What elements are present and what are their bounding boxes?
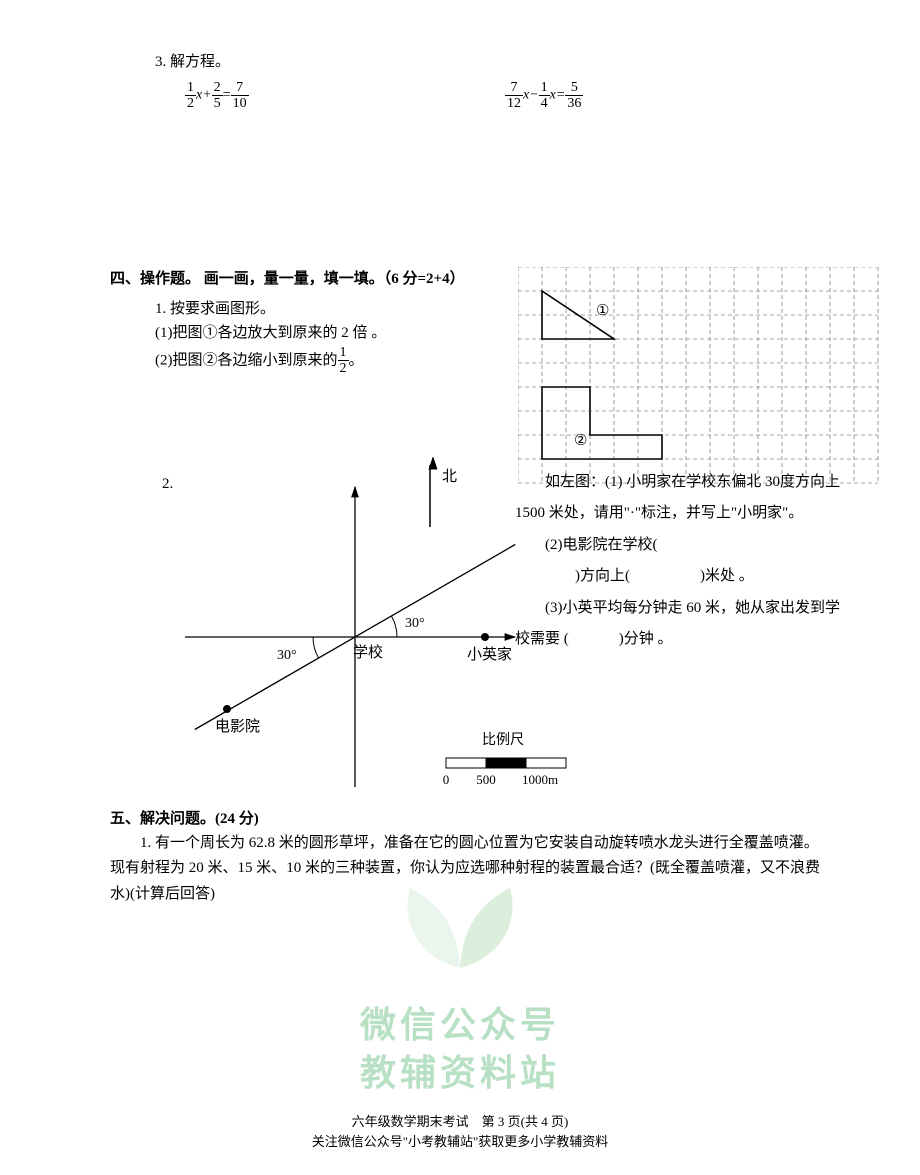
q3-eq2: 712x−14x=536 — [505, 80, 583, 112]
svg-text:500: 500 — [476, 772, 496, 786]
watermark-line2: 教辅资料站 — [0, 1045, 920, 1103]
section5-heading: 五、解决问题。(24 分) — [110, 807, 830, 831]
sec4-q2-text: 如左图：(1) 小明家在学校东偏北 30度方向上 1500 米处，请用"·"标注… — [515, 467, 848, 656]
svg-text:①: ① — [596, 303, 609, 319]
page-footer: 六年级数学期末考试 第 3 页(共 4 页) 关注微信公众号"小考教辅站"获取更… — [0, 1112, 920, 1151]
north-label: 北 — [442, 465, 457, 489]
svg-text:小英家: 小英家 — [467, 645, 512, 663]
svg-text:30°: 30° — [405, 616, 425, 631]
scale-bar-svg: 0 500 1000m — [438, 754, 588, 786]
q3-equations: 12x+25=710 712x−14x=536 — [185, 80, 830, 112]
q3-eq1: 12x+25=710 — [185, 80, 505, 112]
svg-text:学校: 学校 — [353, 644, 383, 661]
svg-text:电影院: 电影院 — [215, 717, 260, 735]
q3-header: 3. 解方程。 — [155, 50, 830, 74]
scale-bar: 比例尺 05001000m — [438, 730, 588, 795]
svg-text:30°: 30° — [277, 648, 297, 663]
svg-text:0: 0 — [443, 772, 450, 786]
watermark-logo-icon — [370, 873, 550, 983]
svg-text:1000m: 1000m — [522, 772, 558, 786]
